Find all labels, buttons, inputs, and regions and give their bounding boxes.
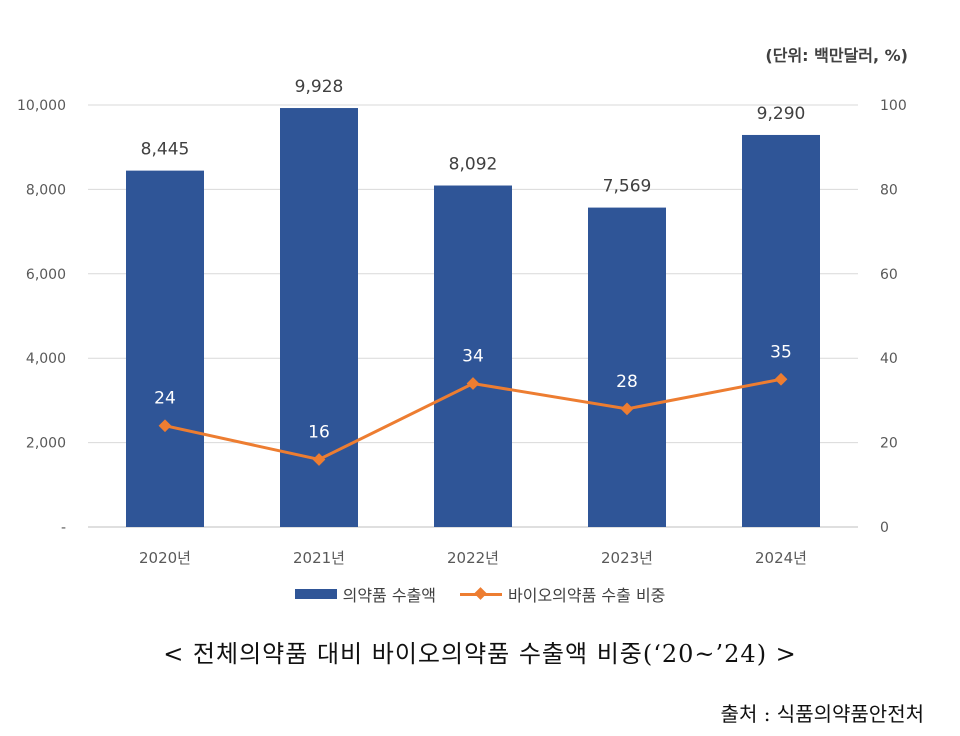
y-left-tick-label: 2,000: [26, 436, 66, 452]
bar-value-label: 9,928: [295, 77, 344, 97]
x-tick-label: 2023년: [601, 549, 653, 567]
x-tick-label: 2022년: [447, 549, 499, 567]
bar-value-label: 9,290: [757, 104, 806, 124]
legend-swatch-bar: [294, 589, 337, 599]
y-left-tick-label: 10,000: [17, 98, 66, 114]
line-value-label: 24: [154, 389, 176, 409]
y-left-tick-label: -: [61, 520, 66, 536]
x-tick-label: 2024년: [755, 549, 807, 567]
unit-label: (단위: 백만달러, %): [765, 46, 908, 65]
line-value-label: 28: [616, 372, 638, 392]
combo-chart: - 2,000 4,000 6,000 8,000 10,000 0 20 40 60 80 100 8…: [17, 77, 907, 567]
line-value-label: 34: [462, 347, 484, 367]
line-marker: [312, 453, 326, 466]
bar: [588, 207, 666, 527]
bar: [742, 134, 820, 527]
y-left-tick-label: 8,000: [26, 182, 66, 198]
x-tick-label: 2021년: [293, 549, 345, 567]
source-note: 출처 : 식품의약품안전처: [720, 702, 924, 726]
y-right-tick-label: 0: [880, 520, 889, 536]
bar: [126, 170, 204, 527]
chart-caption: < 전체의약품 대비 바이오의약품 수출액 비중(‘20~’24) >: [163, 640, 797, 668]
y-left-tick-label: 6,000: [26, 267, 66, 283]
line-value-label: 35: [770, 342, 792, 362]
bar-value-label: 8,092: [449, 155, 498, 175]
legend-swatch-line: [460, 587, 503, 601]
line-marker: [158, 419, 172, 433]
legend-label-line: 바이오의약품 수출 비중: [508, 586, 666, 605]
bar: [434, 185, 512, 528]
y-left-tick-label: 4,000: [26, 351, 66, 367]
bar-value-label: 7,569: [603, 177, 652, 197]
legend-item-bar: 의약품 수출액: [294, 582, 437, 606]
y-right-tick-label: 100: [880, 98, 907, 114]
line-marker: [466, 377, 480, 390]
bar-value-label: 8,445: [141, 140, 190, 160]
legend-label-bar: 의약품 수출액: [342, 586, 437, 605]
legend: 의약품 수출액 바이오의약품 수출 비중: [0, 582, 960, 606]
y-right-tick-label: 60: [880, 267, 898, 283]
y-right-tick-label: 80: [880, 182, 898, 198]
y-right-tick-label: 20: [880, 436, 898, 452]
line-value-label: 16: [308, 422, 330, 442]
legend-item-line: 바이오의약품 수출 비중: [460, 582, 665, 606]
y-right-tick-label: 40: [880, 351, 898, 367]
x-tick-label: 2020년: [139, 549, 191, 567]
